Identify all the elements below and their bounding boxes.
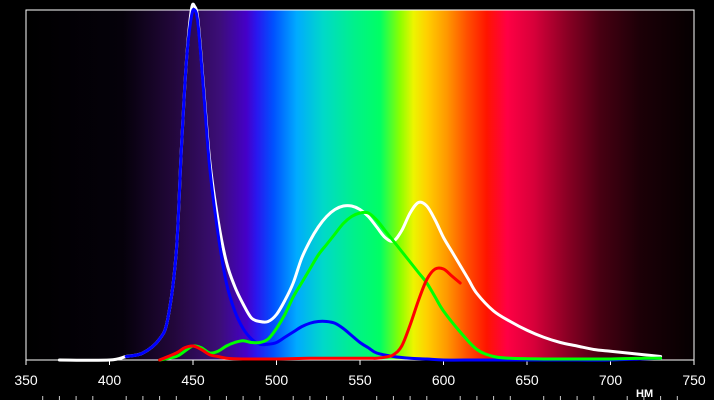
blue-curve (124, 7, 663, 362)
x-tick-label: 350 (14, 372, 38, 388)
x-tick-label: 750 (682, 372, 706, 388)
x-tick-label: 650 (515, 372, 539, 388)
x-axis-unit-label: HM (636, 388, 653, 400)
x-tick-label: 700 (599, 372, 623, 388)
spectrum-background (26, 10, 694, 360)
green-curve (158, 210, 663, 362)
x-axis: 350 400 450 500 550 600 650 700 750 (14, 359, 706, 400)
x-tick-label: 500 (265, 372, 289, 388)
red-curve (158, 266, 462, 362)
x-tick-label: 550 (348, 372, 372, 388)
x-tick-label: 600 (432, 372, 456, 388)
series-lines (57, 2, 663, 362)
x-tick-label: 400 (98, 372, 122, 388)
x-tick-label: 450 (181, 372, 205, 388)
